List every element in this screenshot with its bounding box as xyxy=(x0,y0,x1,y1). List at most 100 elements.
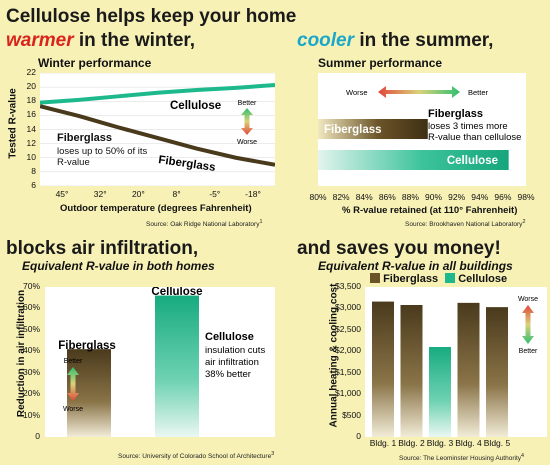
winter-yaxis: 6 8 10 12 14 16 18 20 22 xyxy=(14,67,38,190)
summer-xaxis: 80% 82% 84% 86% 88% 90% 92% 94% 96% 98% xyxy=(309,192,535,204)
money-ytick: 0 xyxy=(356,431,361,441)
summer-title: Summer performance xyxy=(318,56,443,70)
summer-cellulose-label: Cellulose xyxy=(447,155,498,167)
money-xtick: Bldg. 2 xyxy=(398,438,425,448)
money-source-text: Source: The Leominster Housing Authority xyxy=(399,455,522,463)
winter-ytick: 20 xyxy=(26,81,36,92)
air-arrow-icon xyxy=(67,367,79,401)
money-bar-3 xyxy=(429,347,451,437)
winter-source-ref: 1 xyxy=(259,219,263,225)
air-note-line1: insulation cuts xyxy=(205,345,265,356)
headline-air: blocks air infiltration, xyxy=(6,238,199,259)
money-ytick: $2,000 xyxy=(335,345,361,356)
air-note-line2: air infiltration xyxy=(205,357,259,368)
summer-plot: Fiberglass Cellulose Worse Better Fiberg… xyxy=(318,73,526,186)
air-note-line3: 38% better xyxy=(205,369,251,380)
winter-ytick: 14 xyxy=(26,123,36,134)
air-subtitle: Equivalent R-value in both homes xyxy=(22,259,215,273)
headline-winter-rest: in the winter, xyxy=(78,30,196,51)
winter-note: Fiberglass xyxy=(57,133,162,144)
winter-xtick: 8° xyxy=(172,189,181,199)
winter-xaxis: 45° 32° 20° 8° -5° -18° xyxy=(40,189,275,201)
money-subtitle: Equivalent R-value in all buildings xyxy=(318,259,513,273)
summer-source: Source: Brookhaven National Laboratory2 xyxy=(405,219,525,228)
summer-note-title: Fiberglass xyxy=(428,108,483,120)
headline-money: and saves you money! xyxy=(297,238,501,259)
money-ytick: $1,500 xyxy=(335,366,361,377)
air-ytick: 40% xyxy=(22,345,40,356)
air-source: Source: University of Colorado School of… xyxy=(118,451,274,460)
air-better: Better xyxy=(64,358,83,365)
money-yaxis: 0 $500 $1,000 $1,500 $2,000 $2,500 $3,000 $3,50… xyxy=(318,281,363,441)
air-worse: Worse xyxy=(63,406,83,413)
air-ytick: 50% xyxy=(22,323,40,334)
air-fiberglass-label: Fiberglass xyxy=(58,340,116,352)
winter-ytick: 6 xyxy=(31,180,36,190)
winter-xtick: 45° xyxy=(55,189,69,199)
money-legend: Fiberglass Cellulose xyxy=(370,273,507,285)
winter-ytick: 10 xyxy=(26,151,36,162)
winter-note-title: Fiberglass xyxy=(57,132,113,144)
winter-fiberglass-label: Fiberglass xyxy=(158,154,217,174)
legend-swatch-cellulose xyxy=(445,273,456,283)
money-bar-1 xyxy=(372,301,394,437)
headline-warmer: warmer xyxy=(6,30,74,51)
summer-xtick: 98% xyxy=(517,192,535,202)
headline-winter: warmer in the winter, xyxy=(6,30,195,52)
summer-fiberglass-label: Fiberglass xyxy=(324,124,382,136)
money-bar-4 xyxy=(457,302,480,437)
summer-note-line2: R-value than cellulose xyxy=(428,132,521,143)
winter-ytick: 12 xyxy=(26,137,36,148)
summer-worse: Worse xyxy=(346,88,368,97)
air-source-text: Source: University of Colorado School of… xyxy=(118,453,272,461)
winter-xlabel: Outdoor temperature (degrees Fahrenheit) xyxy=(60,203,252,214)
summer-note-line1: loses 3 times more xyxy=(428,121,508,132)
summer-bar-fiberglass xyxy=(318,119,428,139)
summer-better: Better xyxy=(468,88,489,97)
air-ytick: 30% xyxy=(22,366,40,377)
headline-main: Cellulose helps keep your home xyxy=(6,6,297,27)
summer-bar-cellulose xyxy=(318,150,509,170)
summer-source-ref: 2 xyxy=(522,219,526,225)
fiberglass-line xyxy=(39,104,276,167)
air-ytick: 70% xyxy=(22,281,40,291)
winter-source: Source: Oak Ridge National Laboratory1 xyxy=(146,219,262,228)
summer-xtick: 86% xyxy=(378,192,396,202)
winter-note-body: loses up to 50% of its R-value xyxy=(57,146,148,168)
headline-summer-rest: in the summer, xyxy=(359,30,494,51)
summer-xtick: 82% xyxy=(332,192,350,202)
winter-title: Winter performance xyxy=(38,56,152,70)
money-bar-2 xyxy=(400,305,423,437)
winter-source-text: Source: Oak Ridge National Laboratory xyxy=(146,221,260,229)
air-plot: Fiberglass Cellulose Cellulose insulatio… xyxy=(45,286,275,437)
headline-cooler: cooler xyxy=(297,30,355,51)
winter-ytick: 22 xyxy=(26,67,36,77)
summer-xtick: 96% xyxy=(494,192,512,202)
money-xtick: Bldg. 3 xyxy=(426,438,454,448)
money-plot: Worse Better xyxy=(365,287,547,437)
legend-label-fiberglass: Fiberglass xyxy=(383,273,439,285)
money-xtick: Bldg. 1 xyxy=(369,438,397,448)
winter-plot: Cellulose Fiberglass Better Worse Fiberg… xyxy=(39,72,276,187)
money-source-ref: 4 xyxy=(521,453,525,459)
summer-source-text: Source: Brookhaven National Laboratory xyxy=(405,221,523,229)
money-ytick: $3,000 xyxy=(335,302,361,313)
winter-ytick: 16 xyxy=(26,109,36,120)
legend-label-cellulose: Cellulose xyxy=(458,273,508,285)
money-worse: Worse xyxy=(518,296,538,303)
money-ytick: $1,000 xyxy=(335,388,361,399)
money-xtick: Bldg. 4 xyxy=(455,438,482,448)
money-bar-5 xyxy=(486,307,508,437)
air-cellulose-label: Cellulose xyxy=(151,287,202,298)
winter-cellulose-label: Cellulose xyxy=(170,100,221,112)
winter-arrow-icon xyxy=(241,108,253,135)
air-ytick: 20% xyxy=(22,388,40,399)
money-better: Better xyxy=(519,348,538,355)
winter-ytick: 8 xyxy=(31,165,36,176)
legend-swatch-fiberglass xyxy=(370,273,380,283)
winter-xtick: -18° xyxy=(245,189,261,199)
summer-xtick: 92% xyxy=(448,192,466,202)
money-arrow-icon xyxy=(522,305,534,344)
air-yaxis: 0 10% 20% 30% 40% 50% 60% 70% xyxy=(14,281,42,441)
money-ytick: $2,500 xyxy=(335,323,361,334)
